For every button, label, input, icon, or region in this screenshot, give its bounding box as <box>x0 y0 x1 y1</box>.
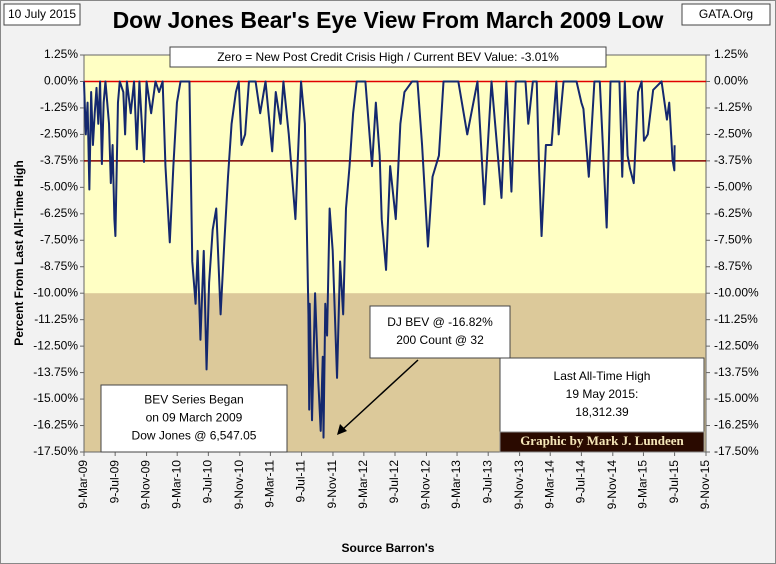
y2-tick-label: -5.00% <box>714 180 752 194</box>
plot: 1.25% 1.25% 0.00% 0.00% -1.25% -1.25% -2.50% -2… <box>33 46 759 510</box>
y2-tick-label: -3.75% <box>714 153 752 167</box>
annotation-text: Last All-Time High <box>554 369 651 383</box>
y-tick-label: -11.25% <box>34 312 78 326</box>
annotation-text: on 09 March 2009 <box>146 411 243 425</box>
x-tick-label: 9-Nov-12 <box>419 460 433 510</box>
y2-tick-label: 1.25% <box>714 47 748 61</box>
y-tick-label: -2.50% <box>40 127 78 141</box>
x-tick-label: 9-Nov-13 <box>512 460 526 510</box>
annotation-text: 200 Count @ 32 <box>396 333 484 347</box>
y-tick-label: -3.75% <box>40 153 78 167</box>
x-tick-label: 9-Jul-12 <box>387 460 401 504</box>
x-tick-label: 9-Mar-10 <box>169 460 183 509</box>
annotation-box <box>499 357 705 433</box>
x-tick-label: 9-Jul-13 <box>480 460 494 504</box>
annotation-text: BEV Series Began <box>144 393 243 407</box>
y-tick-label: 1.25% <box>44 47 78 61</box>
y-tick-label: -7.50% <box>40 232 78 246</box>
subtitle: Zero = New Post Credit Crisis High / Cur… <box>217 50 559 64</box>
y-tick-label: -13.75% <box>33 365 78 379</box>
y2-tick-label: -12.50% <box>714 338 759 352</box>
annotation-text: 19 May 2015: <box>566 387 639 401</box>
y-tick-label: -1.25% <box>40 100 78 114</box>
x-tick-label: 9-Jul-14 <box>574 460 588 504</box>
x-tick-label: 9-Mar-12 <box>356 460 370 509</box>
y-tick-label: -12.50% <box>33 338 78 352</box>
data-line <box>83 80 676 439</box>
chart-title: Dow Jones Bear's Eye View From March 200… <box>113 7 664 33</box>
date: 10 July 2015 <box>8 7 76 21</box>
x-tick-label: 9-Jul-10 <box>201 460 215 504</box>
y-tick-label: -6.25% <box>40 206 78 220</box>
x-tick-label: 9-Nov-15 <box>698 460 712 510</box>
y2-tick-label: 0.00% <box>714 74 748 88</box>
x-tick-label: 9-Mar-11 <box>263 460 277 508</box>
x-tick-label: 9-Jul-09 <box>107 460 121 504</box>
subtitle-box <box>169 46 607 68</box>
x-tick-label: 9-Jul-15 <box>667 460 681 504</box>
y-tick-label: -16.25% <box>33 418 78 432</box>
date-box <box>3 3 81 26</box>
x-tick-label: 9-Mar-15 <box>636 460 650 509</box>
x-tick-label: 9-Mar-09 <box>76 460 90 509</box>
y2-tick-label: -11.25% <box>714 312 758 326</box>
y2-tick-label: -17.50% <box>714 444 759 458</box>
y-tick-label: -8.75% <box>40 259 78 273</box>
y2-tick-label: -1.25% <box>714 100 752 114</box>
arrow-head <box>337 424 347 435</box>
y2-tick-label: -10.00% <box>714 285 759 299</box>
credit-box <box>499 431 705 453</box>
y-tick-label: 0.00% <box>44 74 78 88</box>
source-tag: GATA.Org <box>699 7 753 21</box>
annotation-box <box>100 384 288 453</box>
x-tick-label: 9-Nov-14 <box>605 460 619 510</box>
source-tag-box <box>681 3 771 26</box>
annotation-text: DJ BEV @ -16.82% <box>387 315 493 329</box>
x-tick-label: 9-Mar-13 <box>449 460 463 509</box>
y-tick-label: -15.00% <box>33 391 78 405</box>
x-tick-label: 9-Jul-11 <box>294 460 308 503</box>
credit: Graphic by Mark J. Lundeen <box>520 433 684 448</box>
y2-tick-label: -8.75% <box>714 259 752 273</box>
x-tick-label: 9-Nov-09 <box>139 460 153 510</box>
y2-tick-label: -2.50% <box>714 127 752 141</box>
y-axis-label: Percent From Last All-Time High <box>12 160 26 345</box>
annotation-text: Dow Jones @ 6,547.05 <box>132 429 257 443</box>
annotation-text: 18,312.39 <box>575 405 629 419</box>
x-axis-label: Source Barron's <box>342 541 435 555</box>
annotation-box <box>369 305 511 359</box>
x-tick-label: 9-Nov-11 <box>325 460 339 509</box>
y2-tick-label: -7.50% <box>714 232 752 246</box>
y2-tick-label: -16.25% <box>714 418 759 432</box>
x-tick-label: 9-Mar-14 <box>542 460 556 509</box>
x-tick-label: 9-Nov-10 <box>232 460 246 510</box>
y2-tick-label: -15.00% <box>714 391 759 405</box>
y-tick-label: -17.50% <box>33 444 78 458</box>
y2-tick-label: -13.75% <box>714 365 759 379</box>
y-tick-label: -5.00% <box>40 180 78 194</box>
arrow <box>341 359 419 431</box>
y-tick-label: -10.00% <box>33 285 78 299</box>
y2-tick-label: -6.25% <box>714 206 752 220</box>
